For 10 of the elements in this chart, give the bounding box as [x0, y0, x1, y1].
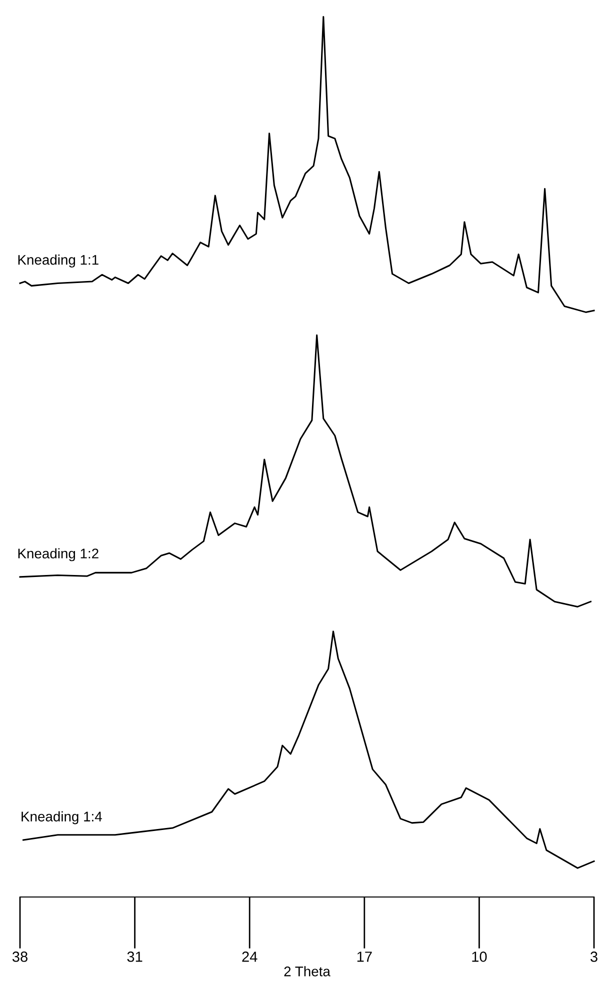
series-label: Kneading 1:1: [18, 254, 98, 268]
x-tick-label: 38: [12, 952, 28, 962]
x-tick-label: 31: [127, 952, 142, 962]
x-tick-label: 24: [242, 952, 258, 962]
x-axis-title: 2 Theta: [284, 966, 330, 976]
x-tick-label: 3: [590, 952, 598, 962]
series-label: Kneading 1:4: [22, 811, 102, 824]
x-tick-label: 10: [472, 952, 487, 962]
series-label: Kneading 1:2: [18, 548, 98, 562]
x-tick-label: 17: [357, 952, 372, 962]
